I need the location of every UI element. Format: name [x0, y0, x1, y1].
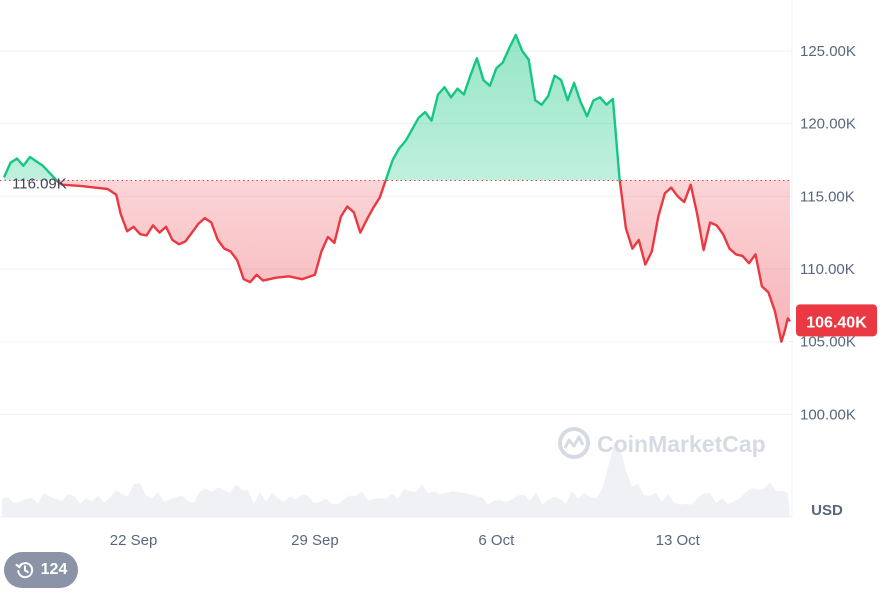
area-fill-below-reference — [56, 180, 790, 342]
currency-label: USD — [811, 502, 843, 519]
y-tick-label: 100.00K — [800, 406, 856, 423]
x-tick-label: 29 Sep — [291, 532, 339, 549]
history-count: 124 — [40, 561, 68, 578]
history-icon — [15, 562, 33, 579]
current-price-badge-bg — [796, 304, 877, 337]
y-tick-label: 105.00K — [800, 334, 856, 351]
price-line-below-reference — [55, 180, 791, 343]
coinmarketcap-logo-icon — [558, 427, 590, 459]
x-tick-label: 22 Sep — [110, 532, 158, 549]
volume-shape — [2, 444, 790, 517]
area-fill-above-reference — [4, 34, 790, 181]
y-tick-label: 110.00K — [800, 261, 855, 278]
y-tick-label: 115.00K — [800, 188, 855, 205]
x-tick-label: 13 Oct — [656, 532, 701, 549]
y-axis: 100.00K 105.00K 110.00K 115.00K 120.00K 125.0… — [800, 43, 856, 424]
reference-price-label: 116.09K — [12, 175, 67, 192]
history-button[interactable]: 124 — [4, 552, 78, 588]
y-tick-label: 120.00K — [800, 116, 856, 133]
x-axis: 22 Sep 29 Sep 6 Oct 13 Oct — [110, 532, 701, 549]
current-price-label: 106.40K — [806, 314, 867, 331]
current-price-badge: 106.40K — [796, 304, 877, 337]
x-tick-label: 6 Oct — [478, 532, 515, 549]
watermark: CoinMarketCap — [558, 427, 766, 459]
watermark-text: CoinMarketCap — [597, 431, 766, 457]
price-line-above-reference — [2, 33, 621, 181]
volume-area — [2, 444, 790, 517]
y-tick-label: 125.00K — [800, 43, 856, 60]
